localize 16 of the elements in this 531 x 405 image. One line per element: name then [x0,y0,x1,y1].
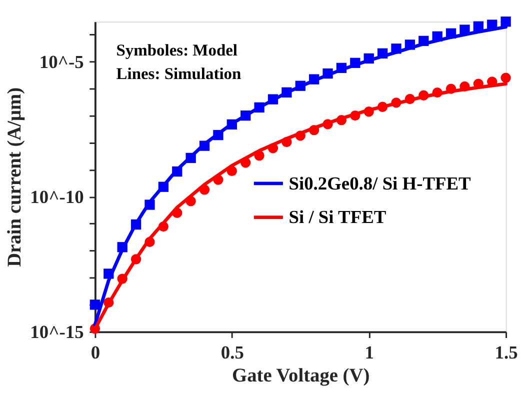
legend-label: Si / Si TFET [288,207,386,228]
point [500,72,511,83]
x-axis-title: Gate Voltage (V) [232,366,370,387]
x-tick-label: 1 [364,342,374,362]
x-tick-label: 0 [90,342,100,362]
annotation: Symboles: Model [116,40,238,60]
y-tick-label: 10^-5 [39,52,84,72]
point [90,300,100,310]
legend-label: Si0.2Ge0.8/ Si H-TFET [288,173,471,194]
point [500,16,511,27]
y-tick-label: 10^-10 [30,186,84,207]
y-axis-title: Drain current (A/μm) [4,87,26,267]
annotation: Lines: Simulation [116,64,242,83]
y-tick-label: 10^-15 [30,322,84,342]
x-tick-label: 0.5 [220,342,244,362]
x-tick-label: 1.5 [494,342,518,362]
